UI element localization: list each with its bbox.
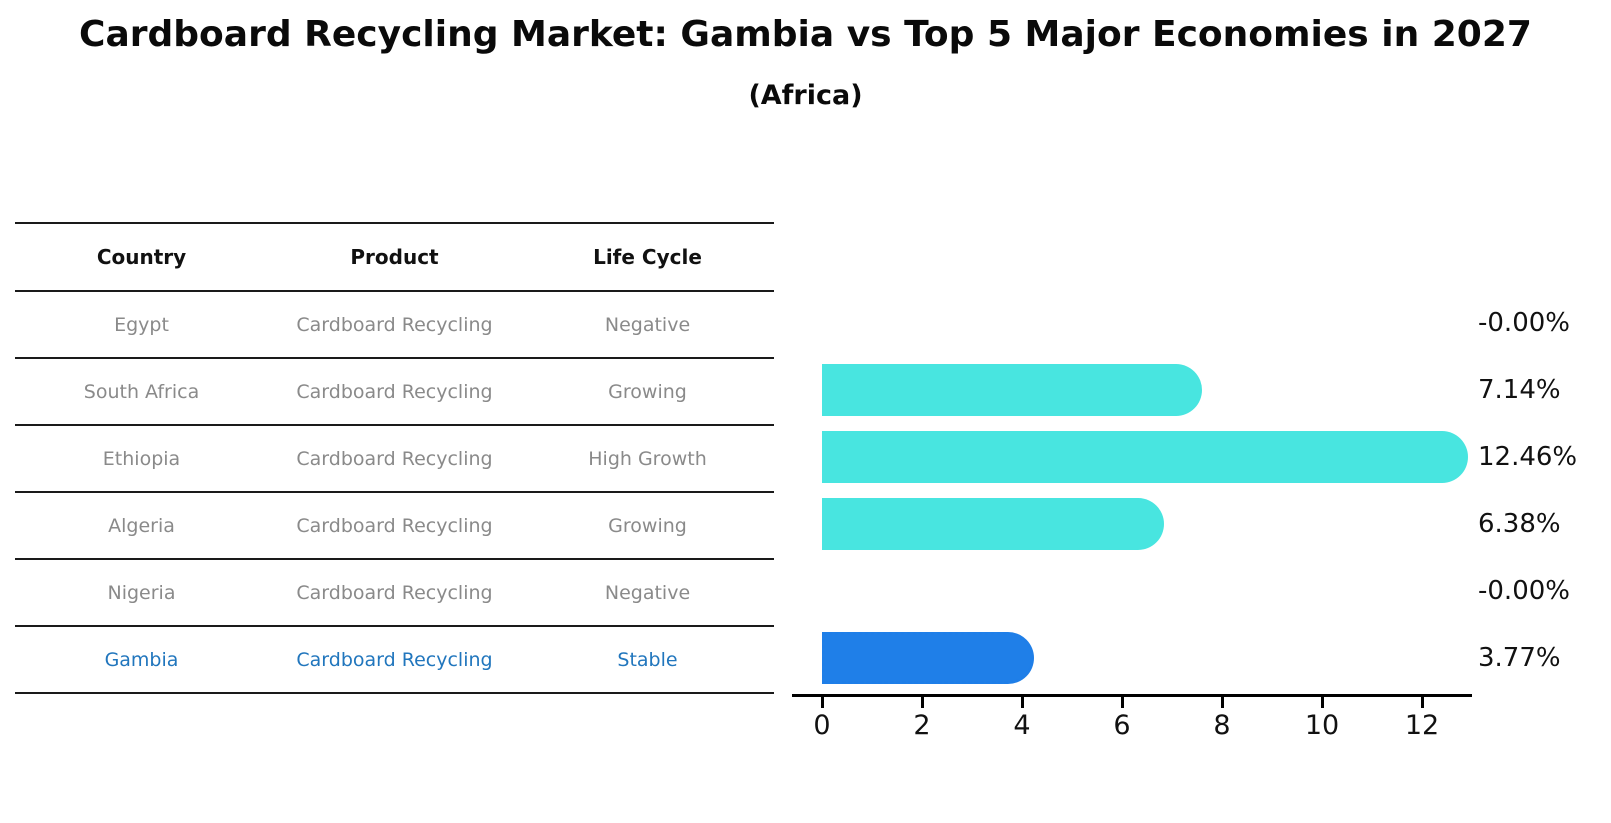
x-tick-mark-0 <box>821 697 824 708</box>
product-cell: Cardboard Recycling <box>296 313 493 336</box>
x-tick-mark-10 <box>1321 697 1324 708</box>
table-row-nigeria: Nigeria Cardboard Recycling Negative <box>15 560 774 627</box>
product-cell: Cardboard Recycling <box>296 380 493 403</box>
x-tick-mark-12 <box>1421 697 1424 708</box>
table-header-row: Country Product Life Cycle <box>15 224 774 292</box>
table-header-country: Country <box>96 245 187 269</box>
x-axis-line <box>792 694 1472 697</box>
life-cycle-cell: Growing <box>608 380 687 403</box>
bar-ethiopia <box>822 430 1468 483</box>
x-tick-label-8: 8 <box>1213 710 1231 741</box>
table-header-product: Product <box>350 245 439 269</box>
table-row-ethiopia: Ethiopia Cardboard Recycling High Growth <box>15 426 774 493</box>
table-row-algeria: Algeria Cardboard Recycling Growing <box>15 493 774 560</box>
x-tick-label-0: 0 <box>813 710 831 741</box>
x-tick-mark-8 <box>1221 697 1224 708</box>
country-cell: Egypt <box>114 313 169 336</box>
value-label-algeria: 6.38% <box>1478 508 1561 539</box>
value-label-south-africa: 7.14% <box>1478 374 1561 405</box>
x-tick-mark-4 <box>1021 697 1024 708</box>
table-row-gambia: Gambia Cardboard Recycling Stable <box>15 627 774 694</box>
value-label-ethiopia: 12.46% <box>1478 441 1578 472</box>
product-cell: Cardboard Recycling <box>296 581 493 604</box>
x-tick-label-4: 4 <box>1013 710 1031 741</box>
chart-title: Cardboard Recycling Market: Gambia vs To… <box>79 14 1532 55</box>
life-cycle-cell: Negative <box>604 581 691 604</box>
chart-subtitle: (Africa) <box>748 80 863 111</box>
x-tick-mark-6 <box>1121 697 1124 708</box>
country-cell: Gambia <box>104 648 179 671</box>
bar-south-africa <box>822 363 1202 416</box>
product-cell: Cardboard Recycling <box>296 648 493 671</box>
value-label-gambia: 3.77% <box>1478 642 1561 673</box>
value-label-egypt: -0.00% <box>1478 307 1570 338</box>
bar-algeria <box>822 497 1164 550</box>
country-cell: Algeria <box>108 514 175 537</box>
comparison-table: Country Product Life Cycle Egypt Cardboar… <box>15 222 774 694</box>
table-body: Egypt Cardboard Recycling Negative South Af… <box>15 292 774 694</box>
x-tick-mark-2 <box>921 697 924 708</box>
life-cycle-cell: Negative <box>604 313 691 336</box>
x-tick-label-6: 6 <box>1113 710 1131 741</box>
table-header-life-cycle: Life Cycle <box>593 245 702 269</box>
bar-gambia <box>822 631 1034 684</box>
life-cycle-cell: Growing <box>608 514 687 537</box>
life-cycle-cell: High Growth <box>588 447 707 470</box>
table-row-south-africa: South Africa Cardboard Recycling Growing <box>15 359 774 426</box>
life-cycle-cell: Stable <box>617 648 678 671</box>
x-tick-label-2: 2 <box>913 710 931 741</box>
table-row-egypt: Egypt Cardboard Recycling Negative <box>15 292 774 359</box>
x-tick-label-10: 10 <box>1304 710 1340 741</box>
x-tick-label-12: 12 <box>1404 710 1440 741</box>
country-cell: South Africa <box>83 380 200 403</box>
country-cell: Ethiopia <box>102 447 181 470</box>
country-cell: Nigeria <box>107 581 176 604</box>
product-cell: Cardboard Recycling <box>296 514 493 537</box>
value-label-nigeria: -0.00% <box>1478 575 1570 606</box>
product-cell: Cardboard Recycling <box>296 447 493 470</box>
